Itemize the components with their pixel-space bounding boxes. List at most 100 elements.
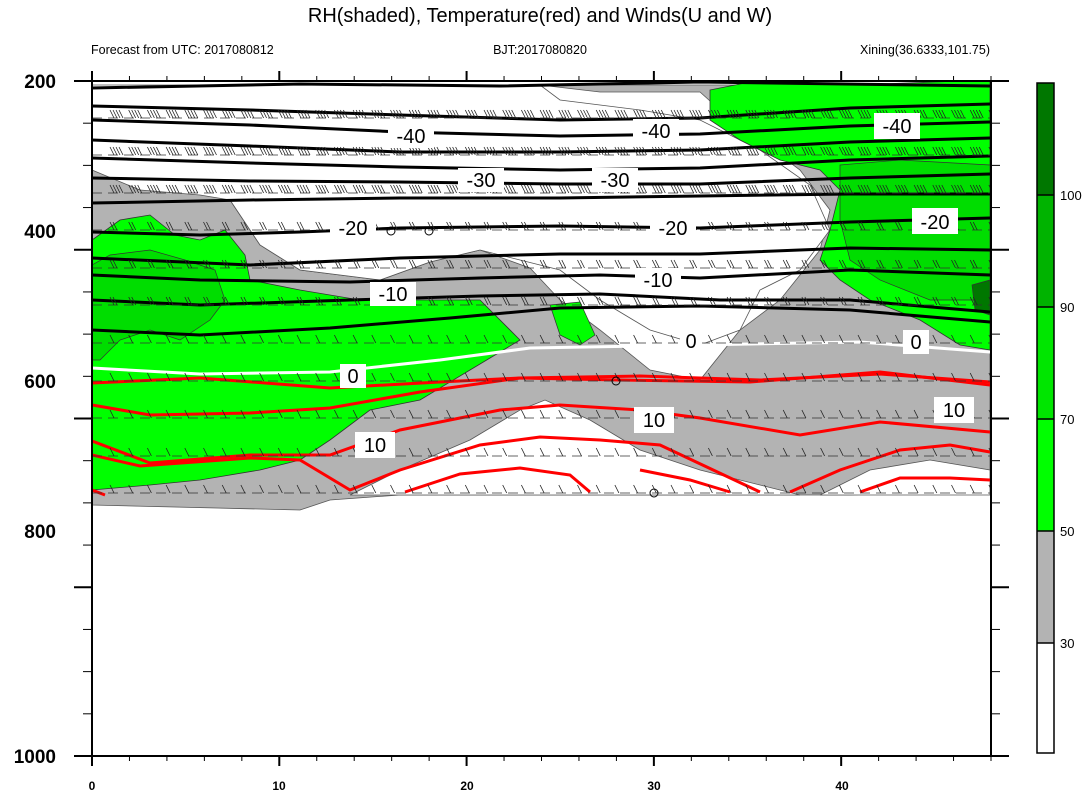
wind-barb xyxy=(726,296,732,306)
wind-barb xyxy=(735,109,741,119)
wind-barb xyxy=(436,184,442,194)
wind-barb xyxy=(399,109,404,119)
wind-barb xyxy=(879,221,885,231)
wind-barb xyxy=(767,146,772,156)
wind-barb xyxy=(374,146,380,156)
wind-barb xyxy=(617,296,623,306)
wind-barb xyxy=(249,184,255,194)
wind-barb xyxy=(895,221,900,231)
wind-barb xyxy=(633,109,638,119)
wind-barb xyxy=(396,109,401,119)
wind-barb xyxy=(259,484,264,494)
wind-barb xyxy=(240,109,246,119)
wind-barb xyxy=(153,146,158,156)
wind-barb xyxy=(128,221,134,231)
wind-barb xyxy=(670,184,676,194)
wind-barb xyxy=(577,184,582,194)
wind-barb xyxy=(823,221,828,231)
wind-barb xyxy=(361,109,367,119)
wind-barb xyxy=(614,259,620,269)
wind-barb xyxy=(277,484,283,494)
wind-barb xyxy=(782,259,788,269)
wind-barb xyxy=(745,409,751,419)
wind-barb xyxy=(670,447,676,457)
wind-barb xyxy=(115,184,121,194)
wind-barb xyxy=(446,447,451,457)
svg-text:-20: -20 xyxy=(659,218,688,240)
wind-barb xyxy=(315,109,321,119)
wind-barb xyxy=(174,184,180,194)
wind-barb xyxy=(676,109,682,119)
wind-barb xyxy=(486,221,492,231)
wind-barb xyxy=(190,109,196,119)
wind-barb xyxy=(318,259,324,269)
svg-text:10: 10 xyxy=(643,410,665,432)
wind-barb xyxy=(305,109,311,119)
wind-barb xyxy=(502,146,508,156)
wind-barb xyxy=(679,146,685,156)
wind-barb xyxy=(767,184,772,194)
wind-barb xyxy=(751,109,757,119)
wind-barb xyxy=(115,109,121,119)
wind-barb xyxy=(580,296,585,306)
wind-barb xyxy=(221,372,227,382)
wind-barb xyxy=(262,146,267,156)
svg-text:0: 0 xyxy=(347,366,358,388)
wind-barb xyxy=(841,221,847,231)
wind-barb xyxy=(913,409,919,419)
wind-barb xyxy=(334,334,339,344)
wind-barb xyxy=(168,184,174,194)
wind-barb xyxy=(595,221,601,231)
wind-barb xyxy=(860,296,866,306)
wind-barb xyxy=(268,109,273,119)
wind-barb xyxy=(128,447,134,457)
wind-barb xyxy=(449,221,454,231)
wind-barb xyxy=(972,221,978,231)
wind-barb xyxy=(879,259,885,269)
wind-barb xyxy=(318,221,324,231)
label-minus40-c: -40 xyxy=(874,113,920,139)
wind-barb xyxy=(841,184,847,194)
svg-text:-30: -30 xyxy=(467,170,496,192)
wind-barb xyxy=(689,409,695,419)
wind-barb xyxy=(464,409,470,419)
wind-barb xyxy=(785,146,791,156)
wind-barb xyxy=(577,259,582,269)
wind-barb xyxy=(932,484,938,494)
wind-barb xyxy=(449,109,454,119)
wind-barb xyxy=(502,372,508,382)
wind-barb xyxy=(938,146,944,156)
wind-barb xyxy=(334,109,339,119)
wind-barb xyxy=(168,109,174,119)
wind-barb xyxy=(689,484,695,494)
wind-barb xyxy=(147,184,152,194)
wind-barb xyxy=(857,484,863,494)
wind-barb xyxy=(109,372,115,382)
wind-barb xyxy=(427,334,433,344)
wind-barb xyxy=(992,147,996,155)
wind-barb xyxy=(221,109,227,119)
wind-barb xyxy=(879,146,885,156)
wind-barb xyxy=(156,146,161,156)
wind-barb xyxy=(595,259,601,269)
label-minus20-b: -20 xyxy=(650,216,696,240)
wind-barb xyxy=(240,334,246,344)
wind-barb xyxy=(636,146,641,156)
wind-barb xyxy=(857,296,863,306)
wind-barb xyxy=(969,447,975,457)
wind-barb xyxy=(467,146,473,156)
wind-barb xyxy=(483,447,489,457)
wind-barb xyxy=(972,146,978,156)
wind-barb xyxy=(729,184,735,194)
wind-barb xyxy=(651,109,657,119)
wind-barb xyxy=(717,146,722,156)
wind-barb xyxy=(820,146,825,156)
wind-barb xyxy=(137,146,143,156)
wind-barb xyxy=(377,146,383,156)
wind-barb xyxy=(935,184,941,194)
wind-barb xyxy=(109,109,115,119)
wind-barb xyxy=(246,146,252,156)
wind-barb xyxy=(633,447,638,457)
wind-barb xyxy=(689,372,695,382)
wind-barb xyxy=(954,146,959,156)
